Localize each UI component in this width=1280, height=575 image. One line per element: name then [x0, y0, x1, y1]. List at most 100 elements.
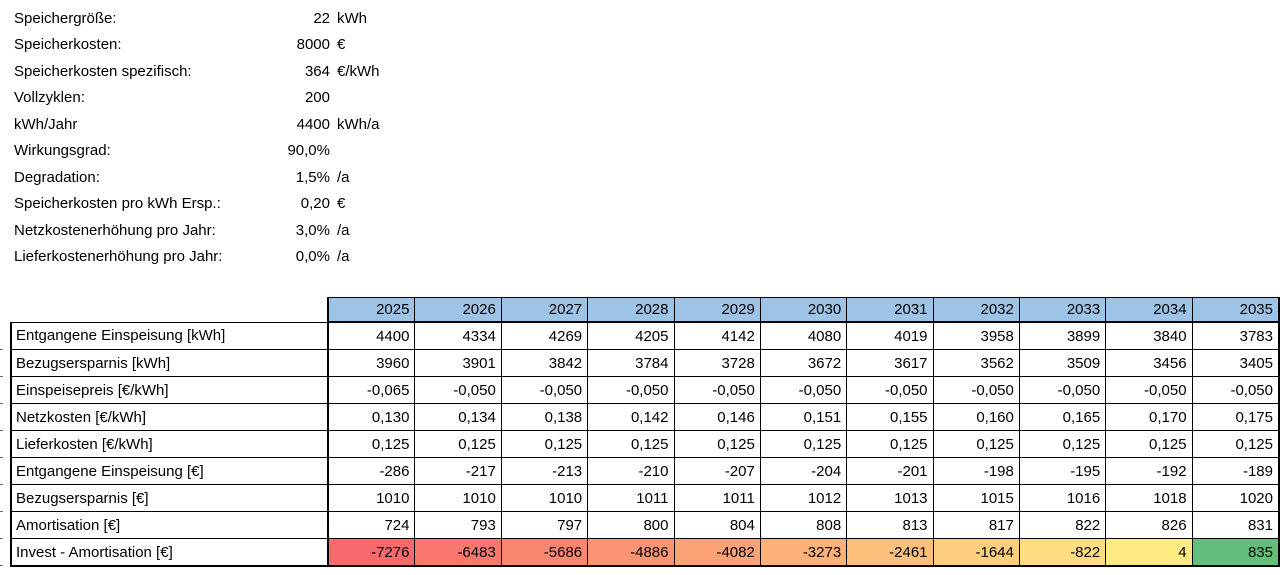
data-cell[interactable]: -0,050: [673, 376, 761, 404]
data-cell[interactable]: -4082: [673, 538, 761, 567]
data-cell[interactable]: -0,050: [414, 376, 502, 404]
param-value-cell[interactable]: 3,0%: [295, 221, 330, 239]
param-label-cell[interactable]: Speicherkosten pro kWh Ersp.:: [14, 195, 221, 213]
param-value-cell[interactable]: 0,20: [300, 195, 330, 213]
data-cell[interactable]: 0,125: [1105, 430, 1193, 458]
year-header-cell[interactable]: 2035: [1191, 297, 1280, 323]
year-header-cell[interactable]: 2025: [327, 297, 416, 323]
data-cell[interactable]: -286: [327, 457, 416, 485]
data-cell[interactable]: 1018: [1105, 484, 1193, 512]
param-value-cell[interactable]: 1,5%: [295, 168, 330, 186]
param-label-cell[interactable]: Lieferkostenerhöhung pro Jahr:: [14, 248, 223, 266]
data-cell[interactable]: 1016: [1018, 484, 1107, 512]
row-label-cell[interactable]: Invest - Amortisation [€]: [9, 538, 330, 567]
data-cell[interactable]: -204: [759, 457, 848, 485]
data-cell[interactable]: 4269: [500, 321, 589, 350]
data-cell[interactable]: 793: [414, 511, 502, 539]
year-header-cell[interactable]: 2027: [500, 297, 589, 323]
data-cell[interactable]: 3405: [1191, 349, 1280, 377]
data-cell[interactable]: 724: [327, 511, 416, 539]
param-unit-cell[interactable]: /a: [337, 248, 350, 266]
year-header-cell[interactable]: 2026: [414, 297, 502, 323]
param-value-cell[interactable]: 8000: [296, 36, 330, 54]
data-cell[interactable]: -192: [1105, 457, 1193, 485]
param-unit-cell[interactable]: €: [337, 36, 346, 54]
data-cell[interactable]: -0,050: [759, 376, 848, 404]
data-cell[interactable]: -822: [1018, 538, 1107, 567]
data-cell[interactable]: 0,134: [414, 403, 502, 431]
data-cell[interactable]: 0,142: [587, 403, 675, 431]
data-cell[interactable]: -6483: [414, 538, 502, 567]
year-header-cell[interactable]: 2034: [1105, 297, 1193, 323]
data-cell[interactable]: 3842: [500, 349, 589, 377]
param-label-cell[interactable]: kWh/Jahr: [14, 115, 78, 133]
year-header-cell[interactable]: 2031: [846, 297, 934, 323]
data-cell[interactable]: 0,125: [932, 430, 1020, 458]
data-cell[interactable]: -201: [846, 457, 934, 485]
data-cell[interactable]: 4080: [759, 321, 848, 350]
param-value-cell[interactable]: 4400: [296, 115, 330, 133]
data-cell[interactable]: 0,125: [1018, 430, 1107, 458]
data-cell[interactable]: 800: [587, 511, 675, 539]
data-cell[interactable]: 0,125: [327, 430, 416, 458]
data-cell[interactable]: 3958: [932, 321, 1020, 350]
param-label-cell[interactable]: Speichergröße:: [14, 9, 117, 27]
param-unit-cell[interactable]: €/kWh: [337, 62, 380, 80]
data-cell[interactable]: 1013: [846, 484, 934, 512]
data-cell[interactable]: -213: [500, 457, 589, 485]
param-unit-cell[interactable]: kWh: [337, 9, 367, 27]
param-value-cell[interactable]: 22: [313, 9, 330, 27]
data-cell[interactable]: 4142: [673, 321, 761, 350]
data-cell[interactable]: 0,165: [1018, 403, 1107, 431]
row-label-cell[interactable]: Amortisation [€]: [9, 511, 330, 539]
data-cell[interactable]: 0,130: [327, 403, 416, 431]
data-cell[interactable]: 0,151: [759, 403, 848, 431]
data-cell[interactable]: -0,050: [587, 376, 675, 404]
data-cell[interactable]: -207: [673, 457, 761, 485]
data-cell[interactable]: 4334: [414, 321, 502, 350]
data-cell[interactable]: -1644: [932, 538, 1020, 567]
data-cell[interactable]: -0,050: [1105, 376, 1193, 404]
data-cell[interactable]: -5686: [500, 538, 589, 567]
param-value-cell[interactable]: 90,0%: [287, 142, 330, 160]
row-label-cell[interactable]: Bezugsersparnis [€]: [9, 484, 330, 512]
data-cell[interactable]: 3456: [1105, 349, 1193, 377]
data-cell[interactable]: 1010: [500, 484, 589, 512]
param-value-cell[interactable]: 200: [304, 89, 330, 107]
row-label-cell[interactable]: Entgangene Einspeisung [kWh]: [9, 321, 330, 350]
data-cell[interactable]: 0,125: [1191, 430, 1280, 458]
year-header-cell[interactable]: 2029: [673, 297, 761, 323]
data-cell[interactable]: 1015: [932, 484, 1020, 512]
data-cell[interactable]: -0,065: [327, 376, 416, 404]
data-cell[interactable]: 1011: [587, 484, 675, 512]
data-cell[interactable]: 1012: [759, 484, 848, 512]
param-label-cell[interactable]: Vollzyklen:: [14, 89, 85, 107]
data-cell[interactable]: -0,050: [846, 376, 934, 404]
data-cell[interactable]: 3562: [932, 349, 1020, 377]
data-cell[interactable]: -7276: [327, 538, 416, 567]
data-cell[interactable]: -0,050: [1191, 376, 1280, 404]
param-unit-cell[interactable]: €: [337, 195, 346, 213]
data-cell[interactable]: 797: [500, 511, 589, 539]
row-label-cell[interactable]: Netzkosten [€/kWh]: [9, 403, 330, 431]
data-cell[interactable]: 1011: [673, 484, 761, 512]
data-cell[interactable]: 0,125: [846, 430, 934, 458]
data-cell[interactable]: -217: [414, 457, 502, 485]
data-cell[interactable]: -0,050: [1018, 376, 1107, 404]
year-header-cell[interactable]: 2030: [759, 297, 848, 323]
data-cell[interactable]: 3960: [327, 349, 416, 377]
data-cell[interactable]: 3899: [1018, 321, 1107, 350]
data-cell[interactable]: 0,125: [759, 430, 848, 458]
data-cell[interactable]: 808: [759, 511, 848, 539]
data-cell[interactable]: 0,175: [1191, 403, 1280, 431]
data-cell[interactable]: 0,125: [414, 430, 502, 458]
data-cell[interactable]: -2461: [846, 538, 934, 567]
data-cell[interactable]: 0,125: [587, 430, 675, 458]
data-cell[interactable]: 813: [846, 511, 934, 539]
data-cell[interactable]: -0,050: [500, 376, 589, 404]
data-cell[interactable]: 4: [1105, 538, 1193, 567]
data-cell[interactable]: 804: [673, 511, 761, 539]
data-cell[interactable]: 0,125: [500, 430, 589, 458]
data-cell[interactable]: 0,138: [500, 403, 589, 431]
data-cell[interactable]: 831: [1191, 511, 1280, 539]
